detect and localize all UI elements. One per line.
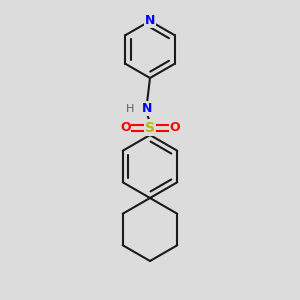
Text: S: S: [145, 121, 155, 134]
Text: H: H: [126, 103, 135, 114]
Text: N: N: [142, 102, 152, 115]
Text: O: O: [120, 121, 131, 134]
Text: O: O: [169, 121, 180, 134]
Text: N: N: [145, 14, 155, 28]
